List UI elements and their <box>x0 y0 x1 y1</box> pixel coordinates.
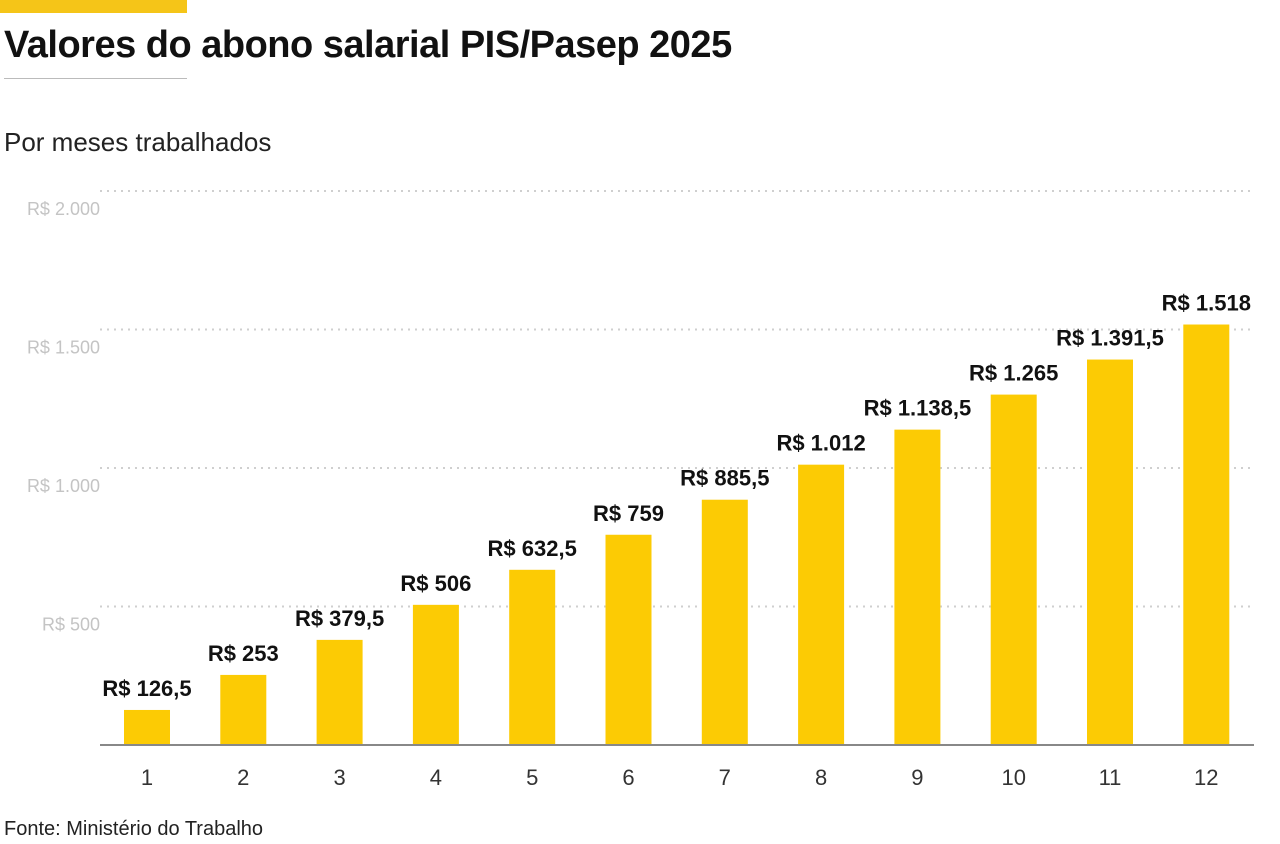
bar <box>701 499 748 745</box>
x-tick-label: 1 <box>141 765 153 790</box>
y-tick-label: R$ 500 <box>42 615 100 635</box>
title-divider <box>4 78 187 79</box>
bar <box>990 394 1037 745</box>
data-label: R$ 885,5 <box>680 466 769 491</box>
chart-title: Valores do abono salarial PIS/Pasep 2025 <box>4 24 732 66</box>
bar <box>798 464 845 745</box>
data-label: R$ 379,5 <box>295 606 384 631</box>
chart-subtitle: Por meses trabalhados <box>4 127 272 157</box>
data-label: R$ 1.391,5 <box>1056 326 1164 351</box>
bar <box>124 709 170 745</box>
x-tick-label: 7 <box>719 765 731 790</box>
bar <box>894 429 941 745</box>
y-tick-label: R$ 1.500 <box>27 338 100 358</box>
x-tick-label: 5 <box>526 765 538 790</box>
bar <box>1087 359 1133 745</box>
data-label: R$ 1.138,5 <box>864 396 972 421</box>
x-tick-label: 2 <box>237 765 249 790</box>
x-tick-label: 6 <box>622 765 634 790</box>
bar <box>509 569 556 745</box>
bar <box>605 534 652 745</box>
y-tick-label: R$ 2.000 <box>27 199 100 219</box>
bar <box>316 639 363 745</box>
bar <box>412 604 459 745</box>
x-tick-label: 4 <box>430 765 442 790</box>
bar <box>220 674 267 745</box>
x-tick-label: 11 <box>1099 765 1122 790</box>
data-label: R$ 506 <box>400 571 471 596</box>
x-tick-label: 10 <box>1001 765 1025 790</box>
data-label: R$ 1.265 <box>969 361 1058 386</box>
data-label: R$ 759 <box>593 501 664 526</box>
bar <box>1183 324 1230 745</box>
x-tick-label: 8 <box>815 765 827 790</box>
data-label: R$ 632,5 <box>488 536 577 561</box>
source-note: Fonte: Ministério do Trabalho <box>4 818 264 840</box>
x-tick-label: 12 <box>1194 765 1218 790</box>
x-tick-label: 9 <box>911 765 923 790</box>
data-label: R$ 253 <box>208 641 279 666</box>
accent-bar <box>0 0 187 13</box>
data-label: R$ 1.012 <box>776 431 865 456</box>
x-tick-label: 3 <box>333 765 345 790</box>
data-label: R$ 1.518 <box>1162 291 1251 316</box>
y-tick-label: R$ 1.000 <box>27 476 100 496</box>
data-label: R$ 126,5 <box>102 676 191 701</box>
